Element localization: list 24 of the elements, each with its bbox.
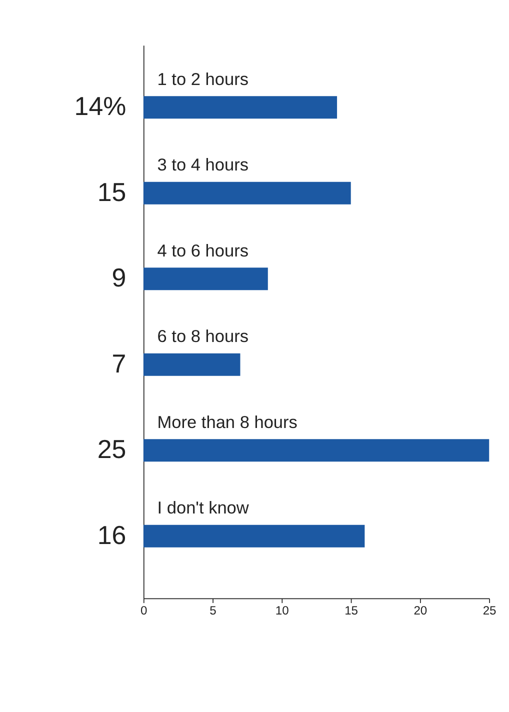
bar <box>143 439 490 462</box>
data-label: 25 <box>97 436 126 464</box>
y-tick-label: 3 to 4 hours <box>157 154 249 175</box>
bar <box>143 524 365 548</box>
x-tick-label: 5 <box>210 603 217 618</box>
bar <box>143 182 351 204</box>
bar <box>143 268 268 290</box>
x-tick-label: 15 <box>344 603 358 618</box>
x-tick-label: 0 <box>140 603 148 618</box>
y-tick-label: I don't know <box>157 498 250 518</box>
y-tick-label: 1 to 2 hours <box>157 68 249 89</box>
y-tick-label: More than 8 hours <box>157 412 298 432</box>
y-tick-label: 4 to 6 hours <box>157 240 249 260</box>
data-label: 15 <box>97 178 126 207</box>
bar <box>143 353 240 376</box>
x-tick-label: 10 <box>275 603 290 618</box>
bar <box>143 96 338 119</box>
data-label: 14% <box>74 93 126 122</box>
x-tick-label: 20 <box>414 603 428 618</box>
y-tick-label: 6 to 8 hours <box>157 326 249 346</box>
x-tick-label: 25 <box>482 603 497 618</box>
data-label: 16 <box>97 522 126 550</box>
data-label: 7 <box>112 350 126 378</box>
data-label: 9 <box>112 264 126 293</box>
